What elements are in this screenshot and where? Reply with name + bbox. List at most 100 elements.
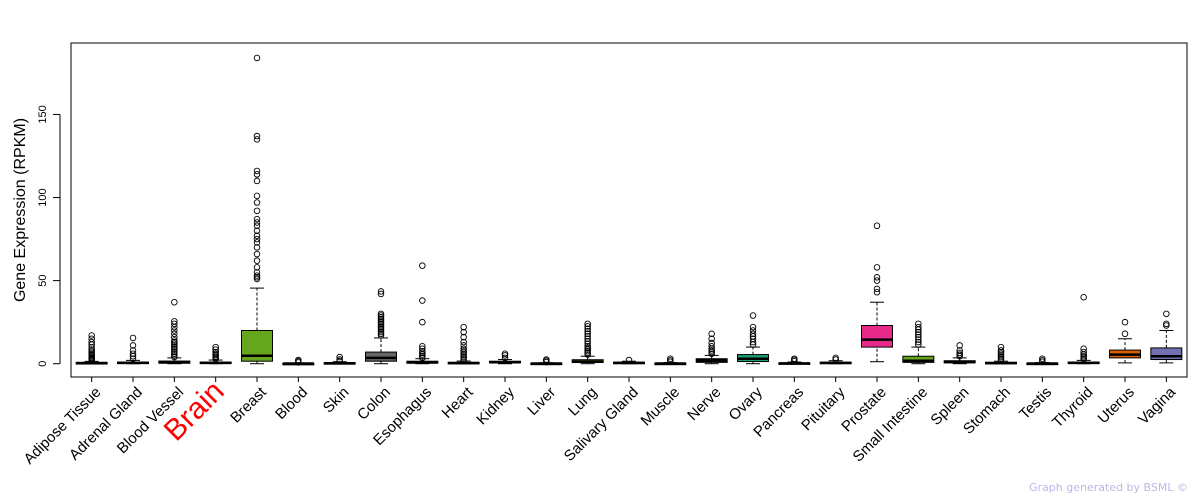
outlier-point bbox=[377, 328, 385, 336]
outlier-point bbox=[749, 312, 757, 319]
outlier-point bbox=[129, 334, 137, 342]
outlier-point bbox=[88, 338, 95, 346]
outlier-point bbox=[253, 250, 261, 258]
outlier-point bbox=[212, 346, 219, 353]
outlier-point bbox=[88, 347, 95, 355]
x-label-uterus: Uterus bbox=[1095, 384, 1138, 427]
outlier-point bbox=[171, 353, 178, 361]
x-label-heart: Heart bbox=[439, 383, 478, 422]
outlier-point bbox=[171, 298, 178, 306]
outlier-point bbox=[667, 355, 674, 362]
outlier-point bbox=[171, 320, 178, 328]
outlier-point bbox=[129, 350, 137, 357]
outlier-point bbox=[915, 320, 922, 328]
outlier-point bbox=[377, 290, 385, 298]
outlier-point bbox=[129, 342, 137, 349]
outlier-point bbox=[171, 327, 178, 334]
x-label-kidney: Kidney bbox=[473, 383, 518, 428]
outlier-point bbox=[460, 338, 467, 346]
outlier-point bbox=[749, 323, 757, 331]
outlier-point bbox=[253, 275, 261, 283]
outlier-point bbox=[584, 323, 591, 330]
outlier-point bbox=[129, 347, 137, 354]
outlier-point bbox=[832, 354, 839, 362]
outlier-point bbox=[501, 350, 509, 357]
outlier-point bbox=[212, 348, 219, 356]
outlier-point bbox=[997, 357, 1005, 364]
box-vagina bbox=[1150, 347, 1183, 361]
outlier-point bbox=[377, 310, 385, 318]
x-label-nerve: Nerve bbox=[684, 384, 724, 424]
x-label-thyroid: Thyroid bbox=[1049, 384, 1096, 431]
outlier-point bbox=[997, 355, 1005, 362]
outlier-point bbox=[253, 264, 261, 271]
outlier-point bbox=[253, 132, 261, 140]
outlier-point bbox=[88, 346, 95, 353]
outlier-point bbox=[460, 333, 467, 341]
outlier-point bbox=[419, 343, 426, 350]
outlier-point bbox=[708, 347, 715, 354]
outlier-point bbox=[419, 349, 426, 357]
x-label-lung: Lung bbox=[565, 384, 601, 420]
outlier-point bbox=[873, 264, 881, 271]
outlier-point bbox=[171, 333, 178, 341]
outlier-point bbox=[584, 343, 591, 350]
outlier-point bbox=[501, 352, 509, 359]
outlier-point bbox=[171, 350, 178, 357]
outlier-point bbox=[377, 288, 385, 295]
outlier-point bbox=[873, 277, 881, 284]
outlier-point bbox=[584, 333, 591, 340]
outlier-point bbox=[749, 327, 757, 334]
outlier-point bbox=[253, 219, 261, 226]
outlier-point bbox=[253, 274, 261, 281]
outlier-point bbox=[915, 338, 922, 346]
outlier-point bbox=[419, 354, 426, 362]
outlier-point bbox=[212, 343, 219, 351]
outlier-point bbox=[253, 177, 261, 185]
box-prostate bbox=[861, 324, 893, 348]
outlier-point bbox=[171, 342, 178, 349]
outlier-point bbox=[543, 356, 550, 363]
outlier-point bbox=[584, 351, 591, 358]
outlier-point bbox=[584, 330, 591, 338]
outlier-point bbox=[419, 262, 426, 269]
outlier-point bbox=[171, 345, 178, 353]
outlier-point bbox=[253, 257, 261, 264]
outlier-point bbox=[915, 331, 922, 338]
box-small-intestine bbox=[902, 355, 935, 363]
outlier-point bbox=[253, 199, 261, 206]
outlier-point bbox=[460, 345, 467, 353]
x-label-skin: Skin bbox=[320, 384, 353, 417]
outlier-point bbox=[460, 328, 467, 336]
x-label-breast: Breast bbox=[227, 383, 270, 426]
outlier-point bbox=[377, 330, 385, 338]
outlier-point bbox=[88, 335, 95, 343]
outlier-point bbox=[708, 350, 715, 357]
outlier-point bbox=[584, 328, 591, 335]
x-label-salivary-gland: Salivary Gland bbox=[561, 384, 642, 465]
outlier-point bbox=[460, 348, 467, 356]
outlier-point bbox=[584, 320, 591, 328]
outlier-point bbox=[873, 289, 881, 296]
x-label-colon: Colon bbox=[354, 384, 394, 424]
outlier-point bbox=[253, 207, 261, 215]
outlier-point bbox=[584, 338, 591, 345]
outlier-point bbox=[253, 269, 261, 276]
outlier-point bbox=[667, 357, 674, 364]
outlier-point bbox=[956, 347, 963, 354]
outlier-point bbox=[460, 342, 467, 349]
outlier-point bbox=[1039, 355, 1046, 362]
outlier-point bbox=[1080, 352, 1087, 360]
outlier-point bbox=[915, 336, 922, 343]
outlier-point bbox=[708, 343, 715, 350]
outlier-point bbox=[997, 347, 1005, 354]
outlier-point bbox=[253, 54, 261, 62]
x-label-small-intestine: Small Intestine bbox=[850, 384, 932, 466]
outlier-point bbox=[625, 356, 633, 364]
outlier-point bbox=[915, 328, 922, 336]
outlier-point bbox=[460, 355, 467, 362]
outlier-point bbox=[956, 342, 963, 349]
outlier-point bbox=[129, 355, 137, 362]
outlier-point bbox=[873, 285, 881, 293]
outlier-point bbox=[171, 343, 178, 351]
